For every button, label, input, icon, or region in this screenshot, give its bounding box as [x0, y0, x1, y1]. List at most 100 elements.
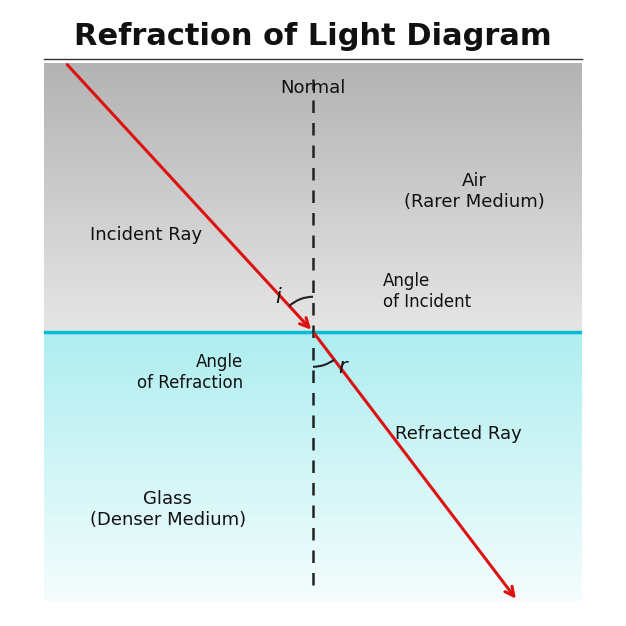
Bar: [44, 235, 582, 238]
Bar: [44, 106, 582, 108]
Text: Refracted Ray: Refracted Ray: [395, 425, 521, 443]
Bar: [44, 364, 582, 367]
Bar: [44, 442, 582, 445]
Text: Incident Ray: Incident Ray: [90, 226, 202, 244]
Bar: [44, 79, 582, 81]
Bar: [44, 195, 582, 197]
Bar: [44, 149, 582, 151]
Bar: [44, 574, 582, 577]
Bar: [44, 399, 582, 402]
Bar: [44, 410, 582, 413]
Bar: [44, 272, 582, 275]
Bar: [44, 464, 582, 466]
Bar: [44, 119, 582, 122]
Bar: [44, 265, 582, 267]
Bar: [44, 143, 582, 146]
Bar: [44, 289, 582, 292]
Bar: [44, 501, 582, 504]
Bar: [44, 205, 582, 208]
Bar: [44, 533, 582, 536]
Bar: [44, 321, 582, 324]
Bar: [44, 81, 582, 84]
Bar: [44, 453, 582, 456]
Bar: [44, 254, 582, 257]
Bar: [44, 168, 582, 170]
Bar: [44, 151, 582, 154]
Bar: [44, 580, 582, 582]
Bar: [44, 407, 582, 410]
Bar: [44, 386, 582, 388]
Bar: [44, 388, 582, 391]
Bar: [44, 491, 582, 493]
Bar: [44, 394, 582, 396]
Bar: [44, 130, 582, 133]
Bar: [44, 536, 582, 539]
Text: Angle
of Incident: Angle of Incident: [383, 272, 471, 310]
Bar: [44, 402, 582, 404]
Bar: [44, 178, 582, 181]
Bar: [44, 590, 582, 593]
Bar: [44, 286, 582, 289]
Bar: [44, 100, 582, 103]
Bar: [44, 539, 582, 541]
Bar: [44, 243, 582, 245]
Bar: [44, 292, 582, 294]
Text: Glass
(Denser Medium): Glass (Denser Medium): [90, 490, 246, 529]
Bar: [44, 222, 582, 224]
Bar: [44, 305, 582, 307]
Bar: [44, 189, 582, 192]
Bar: [44, 332, 582, 334]
Bar: [44, 138, 582, 141]
Bar: [44, 187, 582, 189]
Bar: [44, 391, 582, 394]
Bar: [44, 531, 582, 533]
Bar: [44, 122, 582, 125]
Bar: [44, 165, 582, 168]
Bar: [44, 259, 582, 262]
Bar: [44, 483, 582, 485]
Bar: [44, 380, 582, 383]
Bar: [44, 431, 582, 434]
Bar: [44, 526, 582, 528]
Bar: [44, 340, 582, 342]
Bar: [44, 458, 582, 461]
Bar: [44, 111, 582, 114]
Bar: [44, 585, 582, 587]
Bar: [44, 154, 582, 157]
Bar: [44, 297, 582, 299]
Bar: [44, 329, 582, 332]
Bar: [44, 598, 582, 601]
Bar: [44, 270, 582, 272]
Bar: [44, 262, 582, 265]
Bar: [44, 520, 582, 523]
Bar: [44, 65, 582, 68]
Bar: [44, 218, 582, 222]
Bar: [44, 125, 582, 127]
Text: r: r: [338, 357, 347, 377]
Bar: [44, 324, 582, 326]
Bar: [44, 197, 582, 200]
Bar: [44, 307, 582, 310]
Bar: [44, 361, 582, 364]
Bar: [44, 528, 582, 531]
Bar: [44, 466, 582, 469]
Bar: [44, 213, 582, 216]
Bar: [44, 545, 582, 547]
Bar: [44, 480, 582, 483]
Bar: [44, 127, 582, 130]
Bar: [44, 299, 582, 302]
Bar: [44, 211, 582, 213]
Bar: [44, 595, 582, 598]
Bar: [44, 275, 582, 278]
Bar: [44, 135, 582, 138]
Bar: [44, 316, 582, 319]
Bar: [44, 493, 582, 496]
Bar: [44, 587, 582, 590]
Bar: [44, 208, 582, 211]
Bar: [44, 346, 582, 348]
Bar: [44, 313, 582, 316]
Text: Air
(Rarer Medium): Air (Rarer Medium): [404, 172, 545, 211]
Text: Normal: Normal: [280, 79, 346, 97]
Bar: [44, 294, 582, 297]
Bar: [44, 157, 582, 160]
